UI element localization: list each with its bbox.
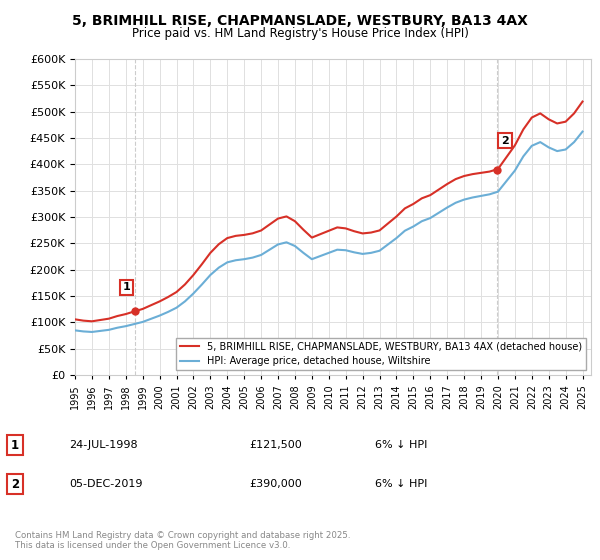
Text: 6% ↓ HPI: 6% ↓ HPI — [375, 479, 427, 489]
Text: 24-JUL-1998: 24-JUL-1998 — [69, 440, 137, 450]
Text: £121,500: £121,500 — [249, 440, 302, 450]
Text: 2: 2 — [11, 478, 19, 491]
Legend: 5, BRIMHILL RISE, CHAPMANSLADE, WESTBURY, BA13 4AX (detached house), HPI: Averag: 5, BRIMHILL RISE, CHAPMANSLADE, WESTBURY… — [176, 338, 586, 370]
Text: 1: 1 — [11, 438, 19, 452]
Text: 6% ↓ HPI: 6% ↓ HPI — [375, 440, 427, 450]
Text: 1: 1 — [123, 282, 131, 292]
Text: Contains HM Land Registry data © Crown copyright and database right 2025.
This d: Contains HM Land Registry data © Crown c… — [15, 530, 350, 550]
Text: Price paid vs. HM Land Registry's House Price Index (HPI): Price paid vs. HM Land Registry's House … — [131, 27, 469, 40]
Text: £390,000: £390,000 — [249, 479, 302, 489]
Text: 2: 2 — [501, 136, 509, 146]
Text: 05-DEC-2019: 05-DEC-2019 — [69, 479, 143, 489]
Text: 5, BRIMHILL RISE, CHAPMANSLADE, WESTBURY, BA13 4AX: 5, BRIMHILL RISE, CHAPMANSLADE, WESTBURY… — [72, 14, 528, 28]
